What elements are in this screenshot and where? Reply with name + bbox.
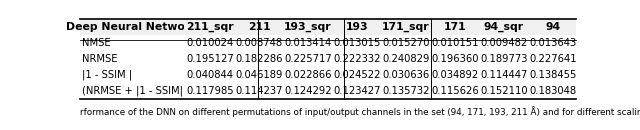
Text: rformance of the DNN on different permutations of input/output channels in the s: rformance of the DNN on different permut… — [80, 106, 640, 117]
